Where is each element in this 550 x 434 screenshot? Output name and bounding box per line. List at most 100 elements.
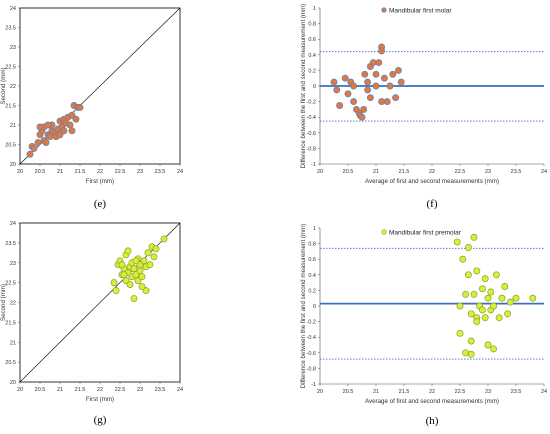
- data-point: [124, 247, 132, 255]
- data-point: [467, 337, 475, 345]
- y-tick-label: -0.4: [307, 335, 316, 341]
- data-point: [366, 94, 374, 102]
- y-tick-label: 24: [10, 6, 16, 12]
- data-point: [467, 350, 475, 358]
- y-axis-label: Second (mm): [0, 284, 7, 321]
- x-tick-label: 22.5: [455, 169, 466, 175]
- x-tick-label: 20: [17, 387, 23, 393]
- y-tick-label: 20: [10, 162, 16, 168]
- y-tick-label: 21.5: [5, 320, 16, 326]
- data-point: [36, 123, 44, 131]
- data-point: [473, 267, 481, 275]
- data-point: [484, 294, 492, 302]
- x-tick-label: 21.5: [399, 389, 410, 395]
- x-tick-label: 20: [317, 169, 323, 175]
- x-tick-label: 23: [485, 389, 491, 395]
- data-point: [126, 281, 134, 289]
- x-tick-label: 22: [429, 389, 435, 395]
- data-point: [144, 249, 152, 257]
- legend-marker: [381, 229, 387, 235]
- y-tick-label: -1: [311, 162, 316, 168]
- data-point: [473, 318, 481, 326]
- data-point: [464, 271, 472, 279]
- data-point: [462, 349, 470, 357]
- y-tick-label: -0.6: [307, 351, 316, 357]
- data-point: [380, 74, 388, 82]
- x-tick-label: 21: [57, 169, 63, 175]
- data-point: [72, 115, 80, 123]
- data-point: [44, 121, 52, 129]
- data-point: [501, 283, 509, 290]
- y-tick-label: 1: [313, 6, 316, 12]
- x-tick-label: 20: [317, 389, 323, 395]
- y-tick-label: 0.6: [308, 37, 316, 43]
- y-tick-label: -0.6: [307, 131, 316, 137]
- x-axis-label: Average of first and second measurements…: [365, 178, 499, 185]
- x-tick-label: 22.5: [115, 387, 126, 393]
- data-point: [132, 257, 140, 265]
- x-tick-label: 22: [97, 387, 103, 393]
- x-tick-label: 23: [485, 169, 491, 175]
- x-tick-label: 21: [373, 169, 379, 175]
- x-tick-label: 20.5: [35, 169, 46, 175]
- identity-line: [19, 7, 181, 165]
- y-tick-label: 0: [313, 84, 316, 90]
- y-tick-label: 20.5: [5, 360, 16, 366]
- data-point: [66, 121, 74, 129]
- data-point: [484, 341, 492, 349]
- data-point: [76, 103, 84, 111]
- panel-letter: (h): [426, 415, 439, 427]
- chart-panel-3: 20 20.5 21 21.5 22 22.5 23 23.5 24 20 20.5 21 21.5 22…: [0, 221, 183, 426]
- x-tick-label: 23: [137, 169, 143, 175]
- data-point: [462, 290, 470, 298]
- data-point: [506, 298, 514, 306]
- data-point: [118, 261, 126, 269]
- data-point: [130, 295, 138, 302]
- y-tick-label: -0.2: [307, 100, 316, 106]
- data-point: [529, 294, 537, 302]
- y-axis-label: Difference between the first and second …: [300, 224, 307, 389]
- data-point: [386, 82, 394, 90]
- data-point: [60, 127, 68, 135]
- data-point: [360, 105, 368, 113]
- data-point: [330, 78, 338, 86]
- x-tick-label: 22: [429, 169, 435, 175]
- data-point: [459, 255, 467, 263]
- x-axis-label: First (mm): [86, 396, 114, 403]
- data-point: [350, 82, 358, 90]
- x-tick-label: 20.5: [35, 387, 46, 393]
- data-point: [392, 94, 400, 102]
- data-point: [397, 78, 405, 86]
- y-axis-label: Second (mm): [0, 67, 7, 104]
- y-tick-label: 20.5: [5, 143, 16, 149]
- x-tick-label: 20.5: [343, 389, 354, 395]
- data-point: [364, 86, 372, 94]
- data-point: [42, 139, 50, 146]
- x-tick-label: 20: [17, 169, 23, 175]
- y-tick-label: 22: [10, 84, 16, 90]
- y-tick-label: 21: [10, 123, 16, 129]
- data-point: [350, 98, 358, 106]
- x-tick-label: 21.5: [75, 387, 86, 393]
- y-axis-label: Difference between the first and second …: [300, 4, 307, 169]
- y-tick-label: 0: [313, 304, 316, 310]
- y-tick-label: 21.5: [5, 104, 16, 110]
- y-tick-label: 0.6: [308, 257, 316, 263]
- data-point: [138, 273, 146, 281]
- y-tick-label: 1: [313, 226, 316, 232]
- data-point: [375, 59, 383, 67]
- y-tick-label: 23.5: [5, 26, 16, 32]
- y-tick-label: -0.4: [307, 115, 316, 121]
- chart-panel-4: Mandibular first premolar 20 20.5 21 21.5 22 2…: [300, 224, 547, 427]
- legend-label: Mandibular first molar: [389, 7, 452, 14]
- panel-letter: (f): [427, 198, 438, 210]
- x-tick-label: 21.5: [75, 169, 86, 175]
- data-point: [467, 310, 475, 318]
- data-point: [481, 314, 489, 322]
- data-point: [481, 275, 489, 283]
- data-point: [333, 86, 341, 94]
- y-tick-label: 24: [10, 221, 16, 227]
- data-point: [160, 235, 168, 243]
- x-axis-label: First (mm): [86, 178, 114, 185]
- data-point: [112, 287, 120, 295]
